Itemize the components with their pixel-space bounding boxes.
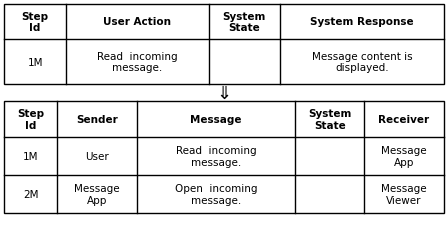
- Text: Receiver: Receiver: [378, 115, 430, 125]
- Text: Open  incoming
message.: Open incoming message.: [175, 183, 257, 205]
- Text: 1M: 1M: [27, 57, 43, 67]
- Text: System Response: System Response: [310, 17, 414, 27]
- Text: 2M: 2M: [23, 189, 39, 199]
- Text: ⇓: ⇓: [216, 84, 232, 102]
- Text: Sender: Sender: [76, 115, 118, 125]
- Text: System
State: System State: [308, 109, 352, 130]
- Text: User: User: [85, 151, 109, 161]
- Text: Read  incoming
message.: Read incoming message.: [176, 146, 256, 167]
- Text: User Action: User Action: [103, 17, 171, 27]
- Bar: [4, 102, 444, 213]
- Text: 1M: 1M: [23, 151, 39, 161]
- Text: Message content is
displayed.: Message content is displayed.: [311, 52, 412, 73]
- Text: Read  incoming
message.: Read incoming message.: [97, 52, 177, 73]
- Bar: [4, 5, 444, 85]
- Text: Message
App: Message App: [74, 183, 120, 205]
- Text: Message
Viewer: Message Viewer: [381, 183, 426, 205]
- Text: Step
Id: Step Id: [22, 12, 49, 33]
- Text: Message: Message: [190, 115, 242, 125]
- Text: Message
App: Message App: [381, 146, 426, 167]
- Text: System
State: System State: [223, 12, 266, 33]
- Text: Step
Id: Step Id: [17, 109, 44, 130]
